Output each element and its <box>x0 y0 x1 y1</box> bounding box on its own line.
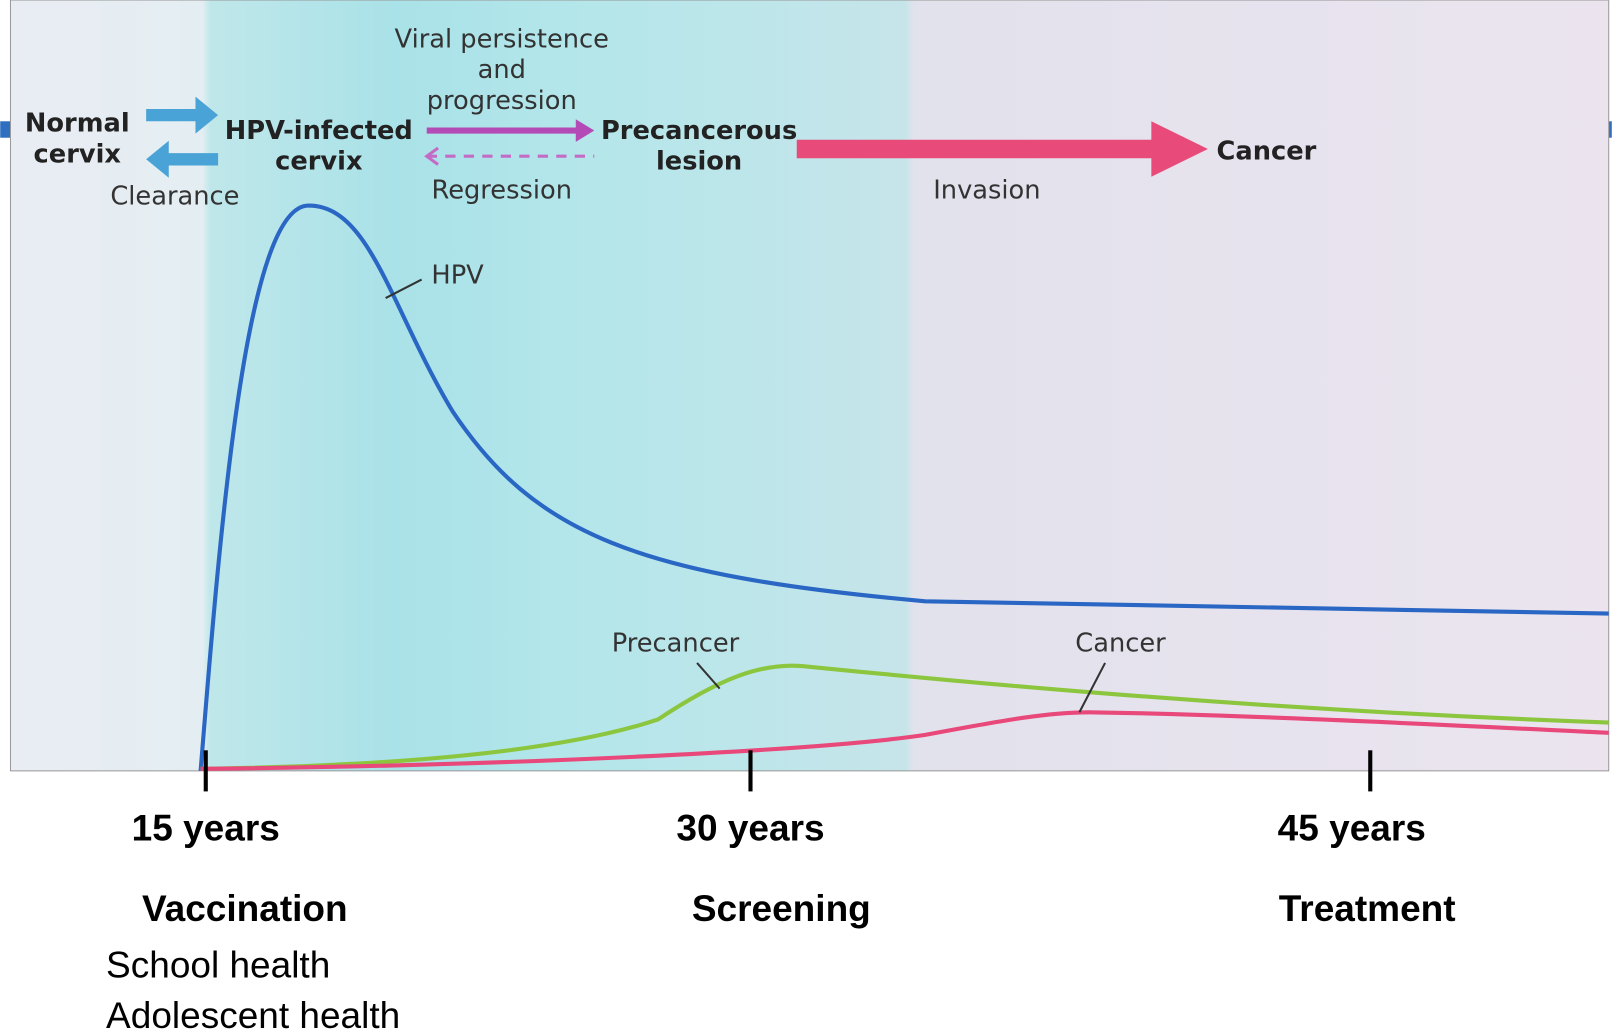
transition: Invasion <box>933 175 1040 205</box>
intervention: Vaccination <box>142 888 348 929</box>
transition: Viral persistence <box>395 24 609 54</box>
transition: and <box>478 55 526 85</box>
curve-label: Cancer <box>1075 629 1166 659</box>
stage: Cancer <box>1217 136 1317 166</box>
stage: Normal <box>25 109 130 139</box>
stage: Precancerous <box>601 116 797 146</box>
stage: HPV-infected <box>225 116 413 146</box>
intervention: Treatment <box>1279 888 1456 929</box>
stage: cervix <box>34 139 122 169</box>
curve-label: HPV <box>431 261 484 291</box>
transition: Clearance <box>110 182 239 212</box>
transition: Regression <box>432 175 573 205</box>
curve-label: Precancer <box>612 629 740 659</box>
transition: progression <box>427 86 577 116</box>
stage: cervix <box>275 147 363 177</box>
age: 15 years <box>132 808 280 849</box>
stage: lesion <box>656 147 742 177</box>
age: 45 years <box>1278 808 1426 849</box>
age: 30 years <box>676 808 824 849</box>
setting: Adolescent health <box>106 995 400 1035</box>
intervention: Screening <box>692 888 871 929</box>
setting: School health <box>106 944 330 985</box>
slide: Normal cervix HPV-infected cervix Precan… <box>0 0 1612 1035</box>
